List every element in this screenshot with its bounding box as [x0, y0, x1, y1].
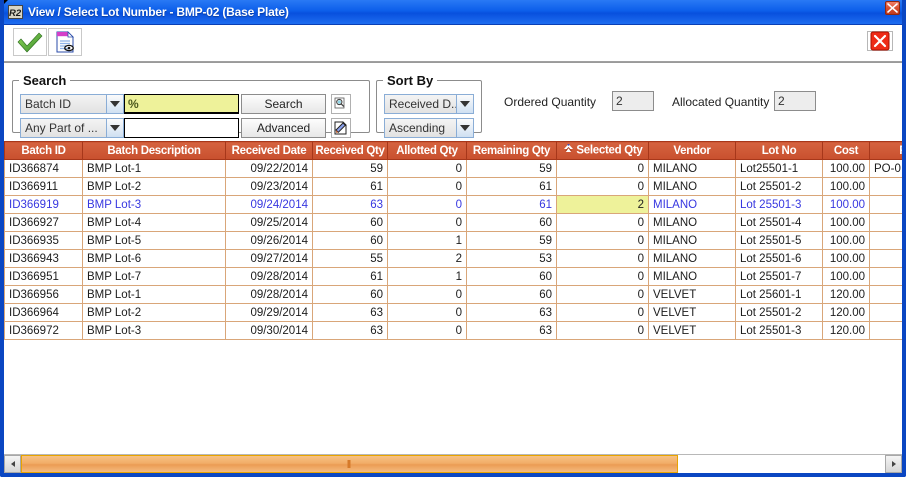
svg-text:R2: R2: [9, 8, 22, 18]
